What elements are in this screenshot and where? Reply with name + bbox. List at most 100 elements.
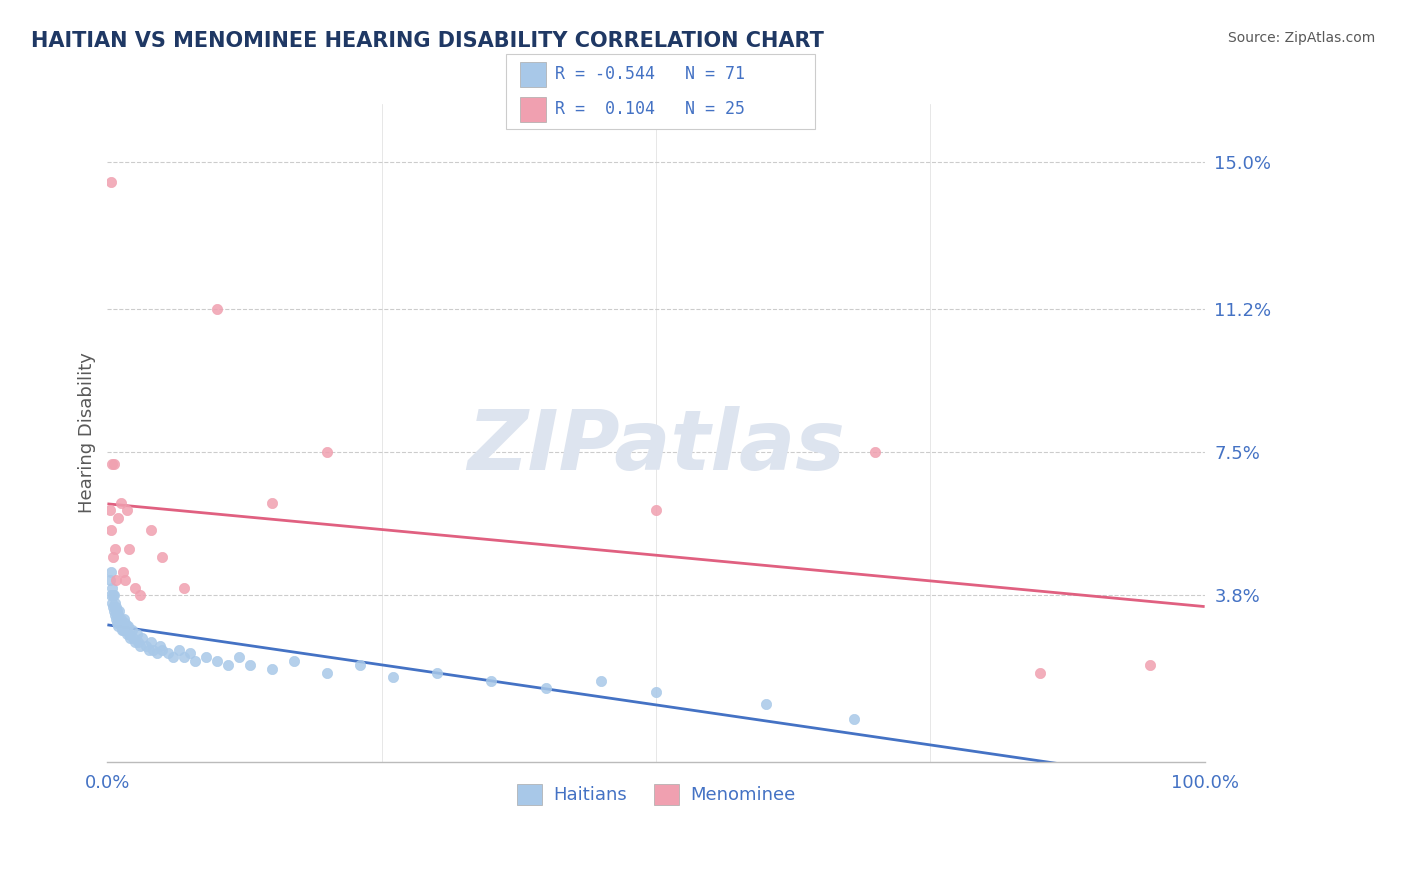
Point	[536, 681, 558, 696]
Text: R = -0.544   N = 71: R = -0.544 N = 71	[555, 65, 745, 83]
Point	[124, 635, 146, 649]
Y-axis label: Hearing Disability: Hearing Disability	[79, 352, 96, 514]
Text: Source: ZipAtlas.com: Source: ZipAtlas.com	[1227, 31, 1375, 45]
Point	[100, 523, 122, 537]
Point	[115, 503, 138, 517]
Point	[100, 566, 122, 580]
Point	[107, 619, 129, 633]
Point	[142, 642, 165, 657]
Legend: Haitians, Menominee: Haitians, Menominee	[509, 777, 803, 812]
Point	[162, 650, 184, 665]
Point	[260, 495, 283, 509]
Point	[111, 615, 134, 630]
Point	[283, 654, 305, 668]
Point	[131, 631, 153, 645]
Point	[1139, 658, 1161, 673]
Point	[205, 302, 228, 317]
Point	[145, 647, 167, 661]
Point	[127, 635, 149, 649]
Point	[100, 175, 122, 189]
Point	[315, 445, 337, 459]
Point	[104, 542, 127, 557]
Point	[125, 627, 148, 641]
Point	[108, 604, 131, 618]
Point	[129, 639, 152, 653]
Point	[101, 549, 124, 564]
Point	[138, 642, 160, 657]
Point	[101, 600, 124, 615]
Point	[112, 612, 135, 626]
Point	[100, 581, 122, 595]
Point	[217, 658, 239, 673]
Point	[111, 624, 134, 638]
Point	[98, 573, 121, 587]
Point	[112, 619, 135, 633]
Point	[425, 665, 447, 680]
Point	[114, 615, 136, 630]
Point	[103, 457, 125, 471]
Point	[105, 604, 128, 618]
Point	[315, 665, 337, 680]
Point	[118, 627, 141, 641]
Point	[121, 624, 143, 638]
Point	[120, 631, 142, 645]
Point	[349, 658, 371, 673]
Point	[481, 673, 503, 688]
Point	[111, 566, 134, 580]
Point	[150, 549, 173, 564]
Point	[381, 670, 404, 684]
Point	[645, 685, 668, 699]
Point	[195, 650, 218, 665]
Point	[103, 589, 125, 603]
Point	[104, 596, 127, 610]
Point	[135, 639, 157, 653]
Point	[104, 607, 127, 622]
Point	[124, 581, 146, 595]
Point	[121, 631, 143, 645]
Point	[205, 654, 228, 668]
Point	[108, 615, 131, 630]
Point	[100, 589, 122, 603]
Point	[100, 596, 122, 610]
Point	[591, 673, 613, 688]
Text: HAITIAN VS MENOMINEE HEARING DISABILITY CORRELATION CHART: HAITIAN VS MENOMINEE HEARING DISABILITY …	[31, 31, 824, 51]
Point	[865, 445, 887, 459]
Point	[173, 581, 195, 595]
Point	[141, 635, 163, 649]
Point	[114, 573, 136, 587]
Point	[118, 542, 141, 557]
Point	[105, 573, 128, 587]
Point	[110, 495, 132, 509]
Point	[105, 600, 128, 615]
Point	[111, 624, 134, 638]
Point	[173, 650, 195, 665]
Point	[260, 662, 283, 676]
Point	[107, 511, 129, 525]
Point	[645, 503, 668, 517]
Point	[239, 658, 262, 673]
Text: ZIPatlas: ZIPatlas	[467, 406, 845, 487]
Point	[141, 523, 163, 537]
Point	[755, 697, 778, 711]
Point	[103, 604, 125, 618]
Point	[129, 589, 152, 603]
Point	[105, 615, 128, 630]
Point	[115, 624, 138, 638]
Point	[228, 650, 250, 665]
Point	[150, 642, 173, 657]
Point	[107, 607, 129, 622]
Point	[101, 589, 124, 603]
Point	[1029, 665, 1052, 680]
Point	[167, 642, 190, 657]
Point	[100, 457, 122, 471]
Point	[115, 619, 138, 633]
Point	[114, 624, 136, 638]
Text: R =  0.104   N = 25: R = 0.104 N = 25	[555, 100, 745, 119]
Point	[110, 612, 132, 626]
Point	[842, 712, 865, 726]
Point	[156, 647, 179, 661]
Point	[149, 639, 172, 653]
Point	[98, 503, 121, 517]
Point	[105, 612, 128, 626]
Point	[179, 647, 201, 661]
